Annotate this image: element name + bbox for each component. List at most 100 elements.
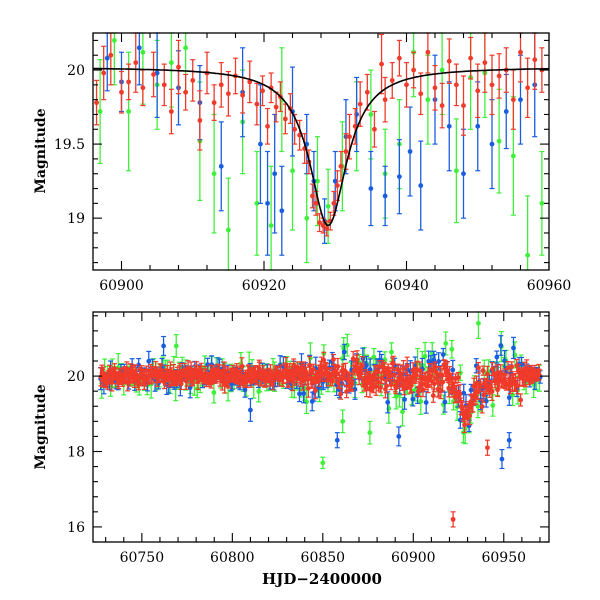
green-series-marker [290,168,295,174]
red-series-marker [317,220,322,226]
red-series-marker [461,103,466,108]
green-series-marker [304,215,310,221]
red-series-marker [225,91,231,97]
blue-series-marker [499,456,505,462]
red-series-marker [240,92,246,98]
blue-series-marker [146,358,152,364]
blue-series-marker [301,391,307,396]
red-series-point [455,371,461,384]
blue-series-point [396,139,402,215]
red-series-marker [411,67,417,73]
red-series-marker [313,200,319,206]
red-series-point [352,107,358,145]
red-series-point [254,82,260,126]
red-series-point [305,378,311,398]
red-series-marker [510,97,516,103]
red-series-marker [457,391,463,397]
red-series-point [431,375,437,393]
red-series-point [489,54,495,116]
red-series-marker [479,404,485,409]
red-series-marker [331,200,337,206]
red-series-point [119,70,124,114]
red-series-marker [282,116,288,122]
green-series-point [422,341,428,371]
x-axis-label: HJD−2400000 [262,570,382,588]
red-series-point [265,107,271,145]
bottom-x-tick-label: 60800 [210,550,255,566]
red-series-marker [476,365,481,371]
green-series-marker [325,203,331,209]
red-series-point [453,63,459,107]
red-series-point [354,350,360,370]
red-series-marker [453,82,459,88]
red-series-marker [197,117,203,123]
green-series-point [490,394,496,417]
blue-series-point [396,426,402,447]
red-series-marker [347,134,352,140]
green-series-marker [475,403,481,409]
red-series-marker [331,357,336,362]
red-series-marker [338,163,344,169]
green-series-marker [173,343,179,349]
top-x-tick-label: 60960 [527,278,572,294]
blue-series-point [334,432,340,449]
green-series-marker [268,223,274,228]
red-series-point [532,32,538,90]
blue-series-marker [385,399,391,405]
red-series-point [411,51,417,89]
blue-series-marker [461,171,466,177]
blue-series-marker [364,362,369,368]
red-series-point [468,36,474,80]
blue-series-point [290,66,295,157]
red-series-marker [198,367,204,373]
green-series-marker [443,341,449,346]
red-series-point [428,373,434,388]
bottom-axis-ticks: 60750 60800 60850 60900 60950 16 18 20 [67,312,549,566]
green-series-point [449,339,455,359]
red-series-marker [444,368,450,373]
blue-series-marker [436,359,442,364]
red-series-marker [168,109,174,114]
red-series-point [482,32,488,93]
red-series-marker [420,387,426,393]
red-series-point [382,380,388,399]
green-series-marker [340,418,346,424]
green-series-marker [539,200,545,206]
green-series-point [111,32,117,86]
blue-series-marker [502,358,507,364]
blue-series-point [440,347,446,362]
green-series-point [268,165,274,271]
red-series-marker [431,381,437,387]
green-series-marker [449,346,455,352]
red-series-marker [151,72,156,77]
red-series-marker [384,383,389,389]
green-series-marker [183,45,189,51]
bottom-y-tick-label: 16 [67,520,85,536]
red-series-point [480,365,486,376]
red-series-marker [398,370,403,376]
red-series-marker [140,85,146,91]
red-series-marker [462,422,467,428]
green-series-marker [496,138,502,144]
red-series-point [360,355,366,376]
top-y-tick-label: 20 [67,63,85,79]
blue-series-marker [297,391,302,397]
green-series-marker [211,171,217,177]
green-series-point [368,69,374,160]
red-series-marker [247,79,253,85]
red-series-point [176,39,181,95]
blue-series-marker [279,208,285,214]
red-series-point [338,388,344,400]
red-series-point [391,367,397,383]
red-series-marker [373,383,379,389]
top-x-tick-label: 60920 [242,278,287,294]
green-series-point [304,173,310,264]
red-series-point [430,388,436,403]
red-series-marker [273,104,279,110]
red-series-point [338,150,344,182]
red-series-point [389,62,395,99]
red-series-point [218,62,224,108]
blue-series-marker [218,163,224,169]
red-series-marker [329,378,335,384]
red-series-marker [310,193,315,199]
